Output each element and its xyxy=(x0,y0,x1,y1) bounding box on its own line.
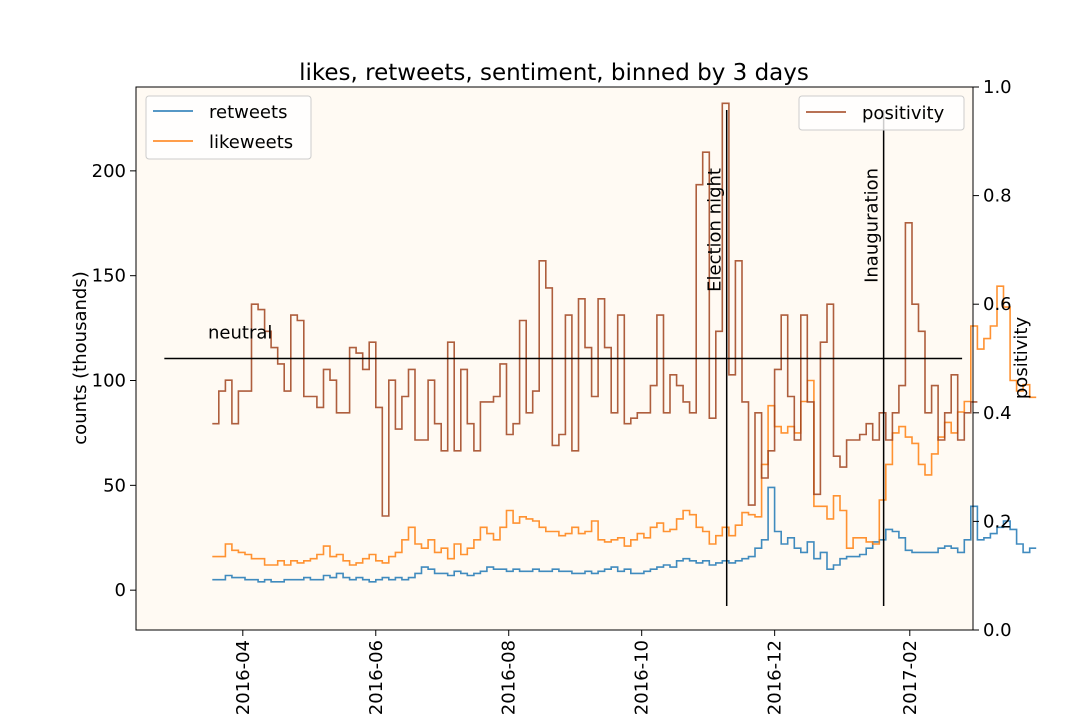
legend-positivity-label: positivity xyxy=(862,103,945,124)
y-left-tick-label-0: 0 xyxy=(115,580,126,601)
x-tick-label-0: 2016-04 xyxy=(233,640,254,715)
series-retweets xyxy=(212,486,1037,583)
x-tick-label-5: 2017-02 xyxy=(900,640,921,715)
y-left-tick-label-3: 150 xyxy=(92,266,126,287)
series-layer xyxy=(212,102,1037,583)
y-left-tick-label-4: 200 xyxy=(92,161,126,182)
y-right-tick-label-3: 0.6 xyxy=(983,294,1012,315)
y-right-tick-label-0: 0.0 xyxy=(983,620,1012,641)
y-left-tick-label-1: 50 xyxy=(103,475,126,496)
legend-retweets-label: retweets xyxy=(209,102,287,123)
series-likeweets xyxy=(212,285,1037,566)
y-right-tick-label-4: 0.8 xyxy=(983,186,1012,207)
y-right-tick-label-2: 0.4 xyxy=(983,403,1012,424)
legend-left: retweets likeweets xyxy=(145,95,312,160)
y-axis-right-label: positivity xyxy=(1011,317,1032,400)
neutral-label: neutral xyxy=(208,323,272,344)
series-positivity xyxy=(212,102,978,517)
legend-right: positivity xyxy=(798,95,965,131)
x-tick-label-1: 2016-06 xyxy=(366,640,387,715)
y-axis-left-label: counts (thousands) xyxy=(70,271,91,444)
y-right-tick-label-5: 1.0 xyxy=(983,77,1012,98)
reference-lines: neutral Election night Inauguration xyxy=(164,110,963,606)
vline-label-0: Election night xyxy=(705,168,726,292)
chart-title: likes, retweets, sentiment, binned by 3 … xyxy=(299,60,809,86)
y-left-tick-label-2: 100 xyxy=(92,371,126,392)
legend-likeweets-label: likeweets xyxy=(209,132,293,153)
plot-frame xyxy=(135,86,974,631)
x-tick-label-3: 2016-10 xyxy=(632,640,653,715)
x-tick-label-2: 2016-08 xyxy=(499,640,520,715)
x-tick-label-4: 2016-12 xyxy=(765,640,786,715)
axes: 2016-04 2016-06 2016-08 2016-10 2016-12 2017-… xyxy=(92,77,1012,715)
y-right-tick-label-1: 0.2 xyxy=(983,511,1012,532)
vline-label-1: Inauguration xyxy=(862,168,883,283)
legend-right-box xyxy=(798,95,965,131)
